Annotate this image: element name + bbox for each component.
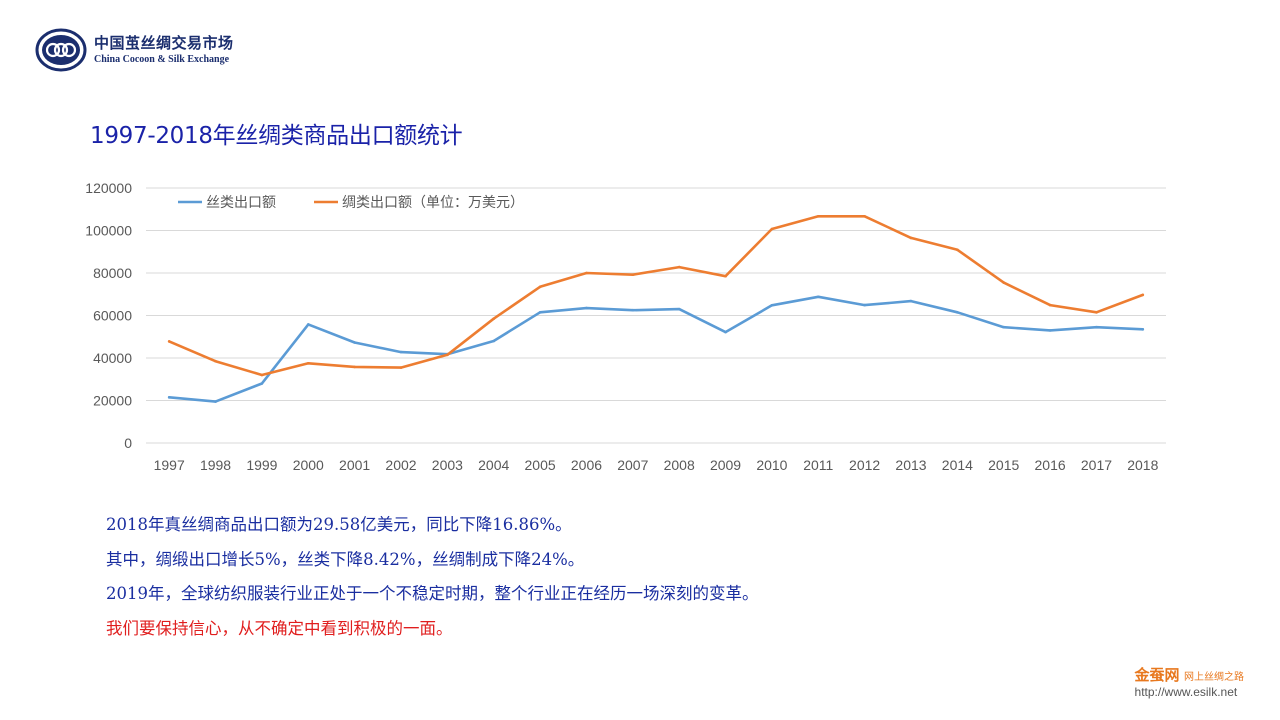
series-1-point bbox=[677, 307, 681, 311]
x-tick-label: 2008 bbox=[664, 457, 695, 473]
x-tick-label: 2005 bbox=[525, 457, 556, 473]
series-1-point bbox=[631, 308, 635, 312]
x-tick-label: 1998 bbox=[200, 457, 231, 473]
x-tick-label: 2002 bbox=[385, 457, 416, 473]
series-1-point bbox=[1095, 325, 1098, 329]
series-1-point bbox=[956, 311, 959, 314]
logo-english-name: China Cocoon & Silk Exchange bbox=[94, 54, 230, 65]
series-2-point bbox=[909, 236, 913, 240]
series-1-point bbox=[863, 303, 866, 307]
series-2-point bbox=[677, 265, 681, 269]
series-2-point bbox=[260, 373, 264, 377]
y-tick-label: 80000 bbox=[93, 265, 132, 281]
series-2-point bbox=[167, 340, 171, 343]
logo-chinese-name: 中国茧丝绸交易市场 bbox=[94, 34, 234, 52]
y-tick-label: 40000 bbox=[93, 350, 132, 366]
series-1-point bbox=[1141, 328, 1145, 331]
series-2-point bbox=[770, 227, 774, 231]
x-tick-label: 1999 bbox=[246, 457, 277, 473]
series-1-point bbox=[538, 311, 542, 314]
x-tick-label: 2017 bbox=[1081, 457, 1112, 473]
x-tick-label: 2011 bbox=[803, 457, 833, 473]
x-tick-label: 2004 bbox=[478, 457, 509, 473]
page-title: 1997-2018年丝绸类商品出口额统计 bbox=[90, 123, 463, 149]
series-2-point bbox=[306, 362, 310, 365]
note-line-3: 2019年，全球纺织服装行业正处于一个不稳定时期，整个行业正在经历一场深刻的变革… bbox=[106, 584, 759, 603]
x-tick-label: 2000 bbox=[293, 457, 324, 473]
note-line-2: 其中，绸缎出口增长5%，丝类下降8.42%，丝绸制成下降24%。 bbox=[106, 549, 585, 569]
series-1-point bbox=[909, 299, 913, 303]
y-tick-label: 100000 bbox=[85, 223, 132, 239]
series-1-point bbox=[816, 295, 820, 299]
watermark-tagline: 网上丝绸之路 bbox=[1184, 672, 1244, 683]
series-1-point bbox=[306, 323, 310, 326]
x-tick-label: 2018 bbox=[1127, 457, 1158, 473]
series-2-point bbox=[956, 248, 959, 252]
series-2-point bbox=[446, 353, 449, 357]
x-tick-label: 2006 bbox=[571, 457, 602, 473]
series-2-point bbox=[1002, 281, 1006, 284]
series-1-point bbox=[1048, 329, 1052, 332]
y-tick-label: 20000 bbox=[93, 393, 132, 409]
series-1-point bbox=[167, 396, 171, 399]
x-tick-label: 2016 bbox=[1035, 457, 1066, 473]
x-tick-label: 2012 bbox=[849, 457, 880, 473]
note-line-4: 我们要保持信心，从不确定中看到积极的一面。 bbox=[106, 618, 453, 638]
series-2-point bbox=[585, 271, 588, 275]
series-1-point bbox=[214, 400, 217, 403]
legend-label-2: 绸类出口额（单位：万美元） bbox=[342, 194, 524, 210]
x-tick-label: 2013 bbox=[895, 457, 926, 473]
series-1-point bbox=[353, 341, 356, 344]
esilk-watermark: 金蚕网 网上丝绸之路 http://www.esilk.net bbox=[1135, 664, 1244, 699]
y-tick-label: 60000 bbox=[93, 308, 132, 324]
watermark-brand: 金蚕网 bbox=[1134, 667, 1180, 684]
x-tick-label: 2010 bbox=[756, 457, 787, 473]
series-2-point bbox=[214, 359, 217, 363]
x-tick-label: 2015 bbox=[988, 457, 1019, 473]
series-1-point bbox=[770, 304, 774, 307]
x-tick-label: 2003 bbox=[432, 457, 463, 473]
series-2-point bbox=[631, 273, 635, 277]
legend-label-1: 丝类出口额 bbox=[206, 194, 276, 210]
exchange-logo-icon bbox=[35, 28, 87, 72]
series-2-point bbox=[353, 365, 356, 369]
series-1-point bbox=[585, 306, 588, 310]
y-tick-label: 120000 bbox=[85, 180, 132, 196]
y-tick-label: 0 bbox=[124, 435, 132, 451]
x-tick-label: 2009 bbox=[710, 457, 741, 473]
series-2-point bbox=[492, 317, 496, 320]
series-2-point bbox=[863, 214, 866, 218]
export-line-chart: 0 20000 40000 60000 80000 100000 120000 1997 199… bbox=[85, 180, 1166, 473]
x-tick-label: 2014 bbox=[942, 457, 973, 473]
watermark-url: http://www.esilk.net bbox=[1134, 685, 1238, 699]
x-tick-label: 1997 bbox=[154, 457, 185, 473]
note-line-1: 2018年真丝绸商品出口额为29.58亿美元，同比下降16.86%。 bbox=[106, 515, 572, 534]
series-2-point bbox=[538, 285, 542, 289]
series-2-point bbox=[1048, 303, 1052, 307]
x-tick-label: 2001 bbox=[339, 457, 370, 473]
series-line-2 bbox=[167, 215, 1145, 377]
x-tick-label: 2007 bbox=[617, 457, 648, 473]
series-2-point bbox=[1095, 311, 1098, 314]
series-2-point bbox=[399, 366, 403, 369]
series-2-point bbox=[816, 214, 820, 218]
series-1-point bbox=[724, 330, 727, 334]
notes-block: 2018年真丝绸商品出口额为29.58亿美元，同比下降16.86%。 其中，绸缎… bbox=[106, 508, 759, 646]
series-line-1 bbox=[167, 295, 1145, 403]
series-2-point bbox=[1141, 293, 1145, 297]
series-1-point bbox=[260, 382, 264, 385]
exchange-logo: 中国茧丝绸交易市场 China Cocoon & Silk Exchange bbox=[34, 26, 252, 74]
series-1-point bbox=[1002, 325, 1006, 329]
series-1-point bbox=[399, 350, 403, 354]
series-1-point bbox=[492, 339, 496, 343]
series-2-point bbox=[724, 274, 727, 278]
